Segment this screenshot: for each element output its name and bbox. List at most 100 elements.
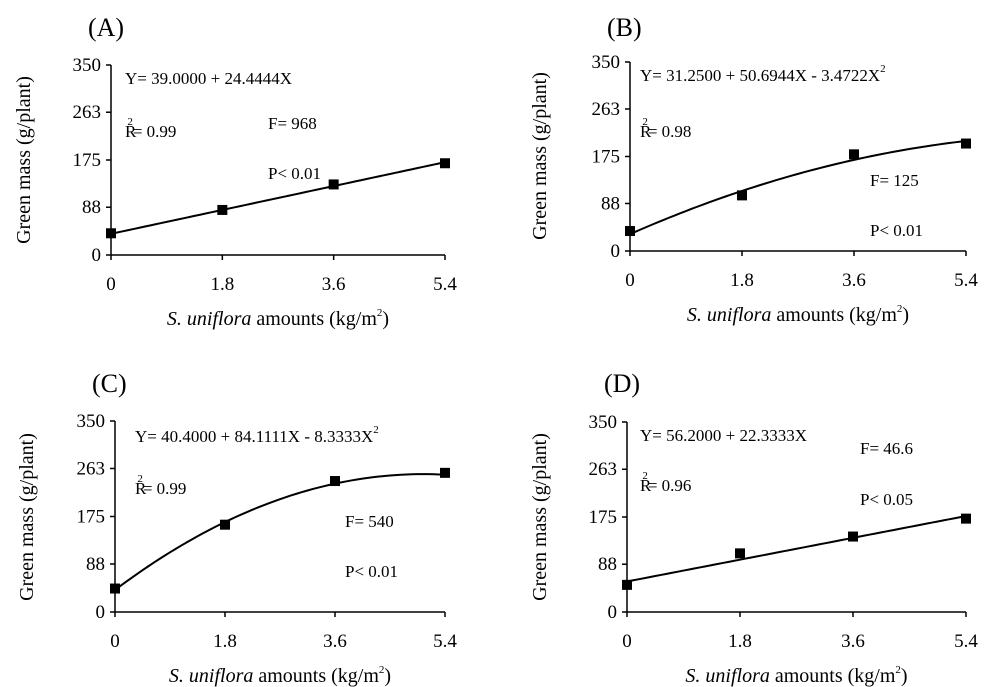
y-tick-label: 0 [92, 245, 102, 266]
y-tick-label: 263 [73, 102, 102, 123]
x-tick-label: 5.4 [433, 274, 457, 295]
panel-label: (B) [607, 13, 642, 42]
chart-panel: (D) 0 88 175 263 350 0 1.8 3.6 5.4 Green mass (g/p… [529, 369, 978, 687]
x-axis-title-close: ) [382, 308, 389, 330]
y-tick-label: 88 [82, 197, 101, 218]
x-tick-label: 3.6 [323, 631, 347, 652]
x-tick-label: 1.8 [730, 270, 754, 291]
r-squared: R2= 0.96 [640, 470, 691, 495]
r-squared-value: = 0.96 [648, 476, 692, 495]
y-tick-label: 350 [592, 52, 621, 73]
r-squared-symbol: R [640, 122, 652, 141]
x-tick-label: 3.6 [842, 270, 866, 291]
x-tick-label: 5.4 [954, 631, 978, 652]
y-tick-label: 350 [73, 55, 102, 76]
x-tick-label: 1.8 [210, 274, 234, 295]
x-tick-label: 3.6 [841, 631, 865, 652]
p-value: P< 0.01 [345, 562, 398, 581]
f-statistic: F= 46.6 [860, 439, 913, 458]
f-statistic: F= 540 [345, 512, 394, 531]
y-axis-title: Green mass (g/plant) [13, 76, 35, 244]
y-tick-label: 175 [73, 150, 102, 171]
regression-equation-text: Y= 40.4000 + 84.1111X - 8.3333X [135, 427, 373, 446]
y-tick-label: 88 [601, 193, 620, 214]
data-point [217, 204, 228, 215]
y-tick-label: 263 [589, 459, 618, 480]
r-squared-sup: 2 [642, 470, 648, 482]
x-tick-label: 1.8 [213, 631, 237, 652]
r-squared-symbol: R [125, 122, 137, 141]
y-tick-label: 263 [592, 99, 621, 120]
fit-line [114, 473, 446, 591]
r-squared: R2= 0.99 [135, 473, 186, 498]
panel-label: (A) [88, 13, 124, 42]
regression-equation-text: Y= 39.0000 + 24.4444X [125, 69, 292, 88]
x-axis-title-species: S. uniflora [167, 308, 251, 330]
r-squared-value: = 0.99 [133, 122, 177, 141]
r-squared: R2= 0.98 [640, 116, 691, 141]
y-axis-title: Green mass (g/plant) [16, 433, 38, 601]
x-tick-label: 3.6 [322, 274, 346, 295]
x-axis-title-text: amounts (kg/m [253, 665, 379, 687]
regression-equation: Y= 39.0000 + 24.4444X [125, 69, 292, 88]
chart-panel: (C) 0 88 175 263 350 0 1.8 3.6 5.4 Green mass (g/p… [16, 369, 457, 687]
r-squared-sup: 2 [137, 473, 143, 485]
regression-equation: Y= 56.2000 + 22.3333X [640, 426, 807, 445]
x-axis-title: S. uniflora amounts (kg/m2) [687, 303, 909, 326]
x-axis-title-close: ) [384, 665, 391, 687]
regression-equation-sup: 2 [373, 424, 379, 436]
data-point [106, 228, 116, 239]
regression-equation-text: Y= 56.2000 + 22.3333X [640, 426, 807, 445]
y-tick-label: 175 [592, 147, 621, 168]
data-point [440, 158, 450, 169]
p-value: P< 0.05 [860, 490, 913, 509]
panel-label: (D) [604, 369, 640, 398]
x-axis-title: S. uniflora amounts (kg/m2) [167, 307, 389, 330]
y-axis-title: Green mass (g/plant) [529, 433, 551, 601]
y-tick-label: 0 [608, 602, 618, 623]
y-tick-label: 263 [77, 458, 106, 479]
r-squared-sup: 2 [642, 116, 648, 128]
x-axis-title-sup: 2 [379, 664, 385, 676]
x-axis-title-species: S. uniflora [685, 665, 769, 687]
regression-equation: Y= 40.4000 + 84.1111X - 8.3333X2 [135, 424, 379, 446]
panel-label: (C) [92, 369, 127, 398]
y-tick-label: 350 [589, 412, 618, 433]
y-tick-label: 88 [86, 554, 105, 575]
x-tick-label: 5.4 [433, 631, 457, 652]
x-axis-title: S. uniflora amounts (kg/m2) [169, 664, 391, 687]
r-squared-value: = 0.99 [143, 479, 187, 498]
chart-panel: (A) 0 88 175 263 350 0 1.8 3.6 5.4 Green mass (g/p… [13, 13, 457, 330]
r-squared-symbol: R [640, 476, 652, 495]
x-tick-label: 0 [110, 631, 120, 652]
fit-line [629, 139, 967, 236]
fit-line [110, 161, 446, 235]
f-statistic: F= 968 [268, 114, 317, 133]
data-point [330, 476, 340, 487]
y-axis-title: Green mass (g/plant) [529, 72, 551, 240]
data-point [440, 467, 450, 478]
x-axis-title-close: ) [901, 665, 908, 687]
fit-line [626, 515, 967, 583]
data-point [110, 583, 120, 594]
x-tick-label: 0 [625, 270, 635, 291]
x-axis-title-sup: 2 [377, 307, 383, 319]
data-point [328, 179, 339, 190]
x-axis-title-sup: 2 [895, 664, 901, 676]
y-tick-label: 0 [611, 241, 621, 262]
regression-equation-text: Y= 31.2500 + 50.6944X - 3.4722X [640, 66, 880, 85]
x-axis-title-species: S. uniflora [687, 304, 771, 326]
chart-panel: (B) 0 88 175 263 350 0 1.8 3.6 5.4 Green mass (g/p… [529, 13, 978, 326]
x-axis-title: S. uniflora amounts (kg/m2) [685, 664, 907, 687]
y-tick-label: 88 [598, 554, 617, 575]
x-tick-label: 0 [106, 274, 116, 295]
x-axis-title-text: amounts (kg/m [251, 308, 377, 330]
x-tick-label: 5.4 [954, 270, 978, 291]
data-point [849, 149, 859, 160]
x-axis-title-close: ) [902, 304, 909, 326]
x-axis-title-sup: 2 [897, 303, 903, 315]
r-squared-sup: 2 [127, 116, 133, 128]
data-point [220, 519, 230, 530]
data-point [848, 531, 858, 542]
